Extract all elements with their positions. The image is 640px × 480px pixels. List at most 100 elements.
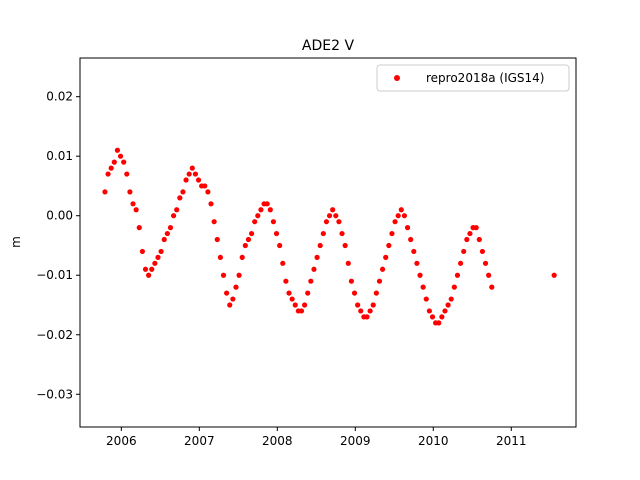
data-point: [220, 272, 227, 278]
data-point: [280, 260, 286, 266]
data-point: [479, 248, 486, 255]
data-point: [473, 225, 479, 231]
data-point: [379, 266, 386, 272]
data-point: [255, 213, 261, 219]
data-point: [174, 207, 180, 213]
data-point: [395, 213, 401, 219]
data-point: [351, 290, 358, 296]
data-point: [239, 254, 245, 260]
data-point: [149, 266, 155, 272]
data-point: [161, 236, 167, 243]
data-point: [367, 308, 373, 314]
data-point: [342, 242, 348, 249]
data-point: [277, 242, 283, 249]
data-point: [445, 302, 451, 308]
data-point: [364, 314, 370, 320]
data-point: [117, 153, 124, 159]
data-point: [457, 260, 464, 266]
data-point: [482, 260, 489, 266]
data-point: [448, 296, 454, 302]
data-point: [102, 189, 108, 195]
data-point: [476, 236, 482, 243]
data-point: [195, 177, 202, 183]
y-tick-label: 0.02: [46, 90, 73, 104]
data-point: [202, 183, 208, 189]
data-point: [489, 284, 495, 290]
data-point: [180, 189, 186, 195]
data-point: [192, 171, 199, 177]
data-point: [333, 213, 339, 219]
data-point: [345, 260, 351, 266]
data-point: [389, 230, 395, 237]
data-point: [273, 230, 280, 237]
data-point: [429, 314, 436, 320]
data-point: [417, 272, 423, 278]
data-point: [124, 171, 130, 177]
data-point: [436, 320, 442, 326]
data-point: [404, 225, 411, 231]
data-point: [339, 230, 345, 237]
data-point: [170, 213, 177, 219]
x-tick-label: 2008: [262, 434, 293, 448]
data-point: [289, 296, 295, 302]
data-point: [227, 302, 233, 308]
data-point: [376, 278, 383, 284]
data-point: [252, 219, 258, 225]
data-point: [164, 230, 170, 237]
data-point: [186, 171, 192, 177]
data-point: [414, 260, 420, 266]
data-point: [551, 272, 557, 278]
y-tick-label: −0.01: [36, 268, 73, 282]
data-point: [326, 213, 333, 219]
data-point: [439, 314, 445, 320]
data-point: [214, 236, 220, 243]
data-point: [298, 308, 305, 314]
data-point: [146, 272, 152, 278]
data-point: [130, 201, 136, 207]
data-point: [305, 290, 311, 296]
data-point: [286, 290, 292, 296]
x-tick-label: 2007: [184, 434, 215, 448]
data-point: [461, 248, 467, 255]
data-point: [224, 290, 230, 296]
data-point: [236, 272, 242, 278]
plot-area: [80, 58, 576, 427]
data-point: [454, 272, 461, 278]
data-point: [348, 278, 354, 284]
data-point: [217, 254, 223, 260]
data-point: [258, 207, 264, 213]
data-point: [292, 302, 298, 308]
data-point: [114, 147, 121, 153]
y-axis-ticks: −0.03 −0.02 −0.01 0.00 0.01 0.02: [36, 90, 80, 401]
data-point: [233, 284, 239, 290]
data-point: [167, 225, 174, 231]
legend: repro2018a (IGS14): [376, 64, 570, 92]
data-point: [426, 308, 432, 314]
data-point: [398, 207, 404, 213]
x-tick-label: 2011: [496, 434, 527, 448]
data-point: [411, 248, 417, 255]
data-point: [442, 308, 448, 314]
data-point: [264, 201, 270, 207]
legend-marker: [394, 75, 400, 81]
data-point: [267, 207, 273, 213]
data-point: [330, 207, 336, 213]
x-axis-ticks: 2006 2007 2008 2009 2010 2011: [106, 427, 527, 448]
data-point: [451, 284, 457, 290]
data-point: [370, 302, 376, 308]
data-point: [320, 230, 326, 237]
data-point: [245, 236, 252, 243]
data-point: [302, 302, 308, 308]
legend-box: [376, 64, 570, 92]
data-point: [155, 254, 161, 260]
x-tick-label: 2006: [106, 434, 137, 448]
y-tick-label: 0.00: [46, 209, 73, 223]
data-point: [323, 219, 330, 225]
data-point: [158, 248, 164, 255]
data-point: [189, 165, 195, 171]
data-point: [317, 242, 323, 249]
plot-frame: [79, 57, 577, 428]
data-point: [311, 266, 317, 272]
data-point: [392, 219, 398, 225]
